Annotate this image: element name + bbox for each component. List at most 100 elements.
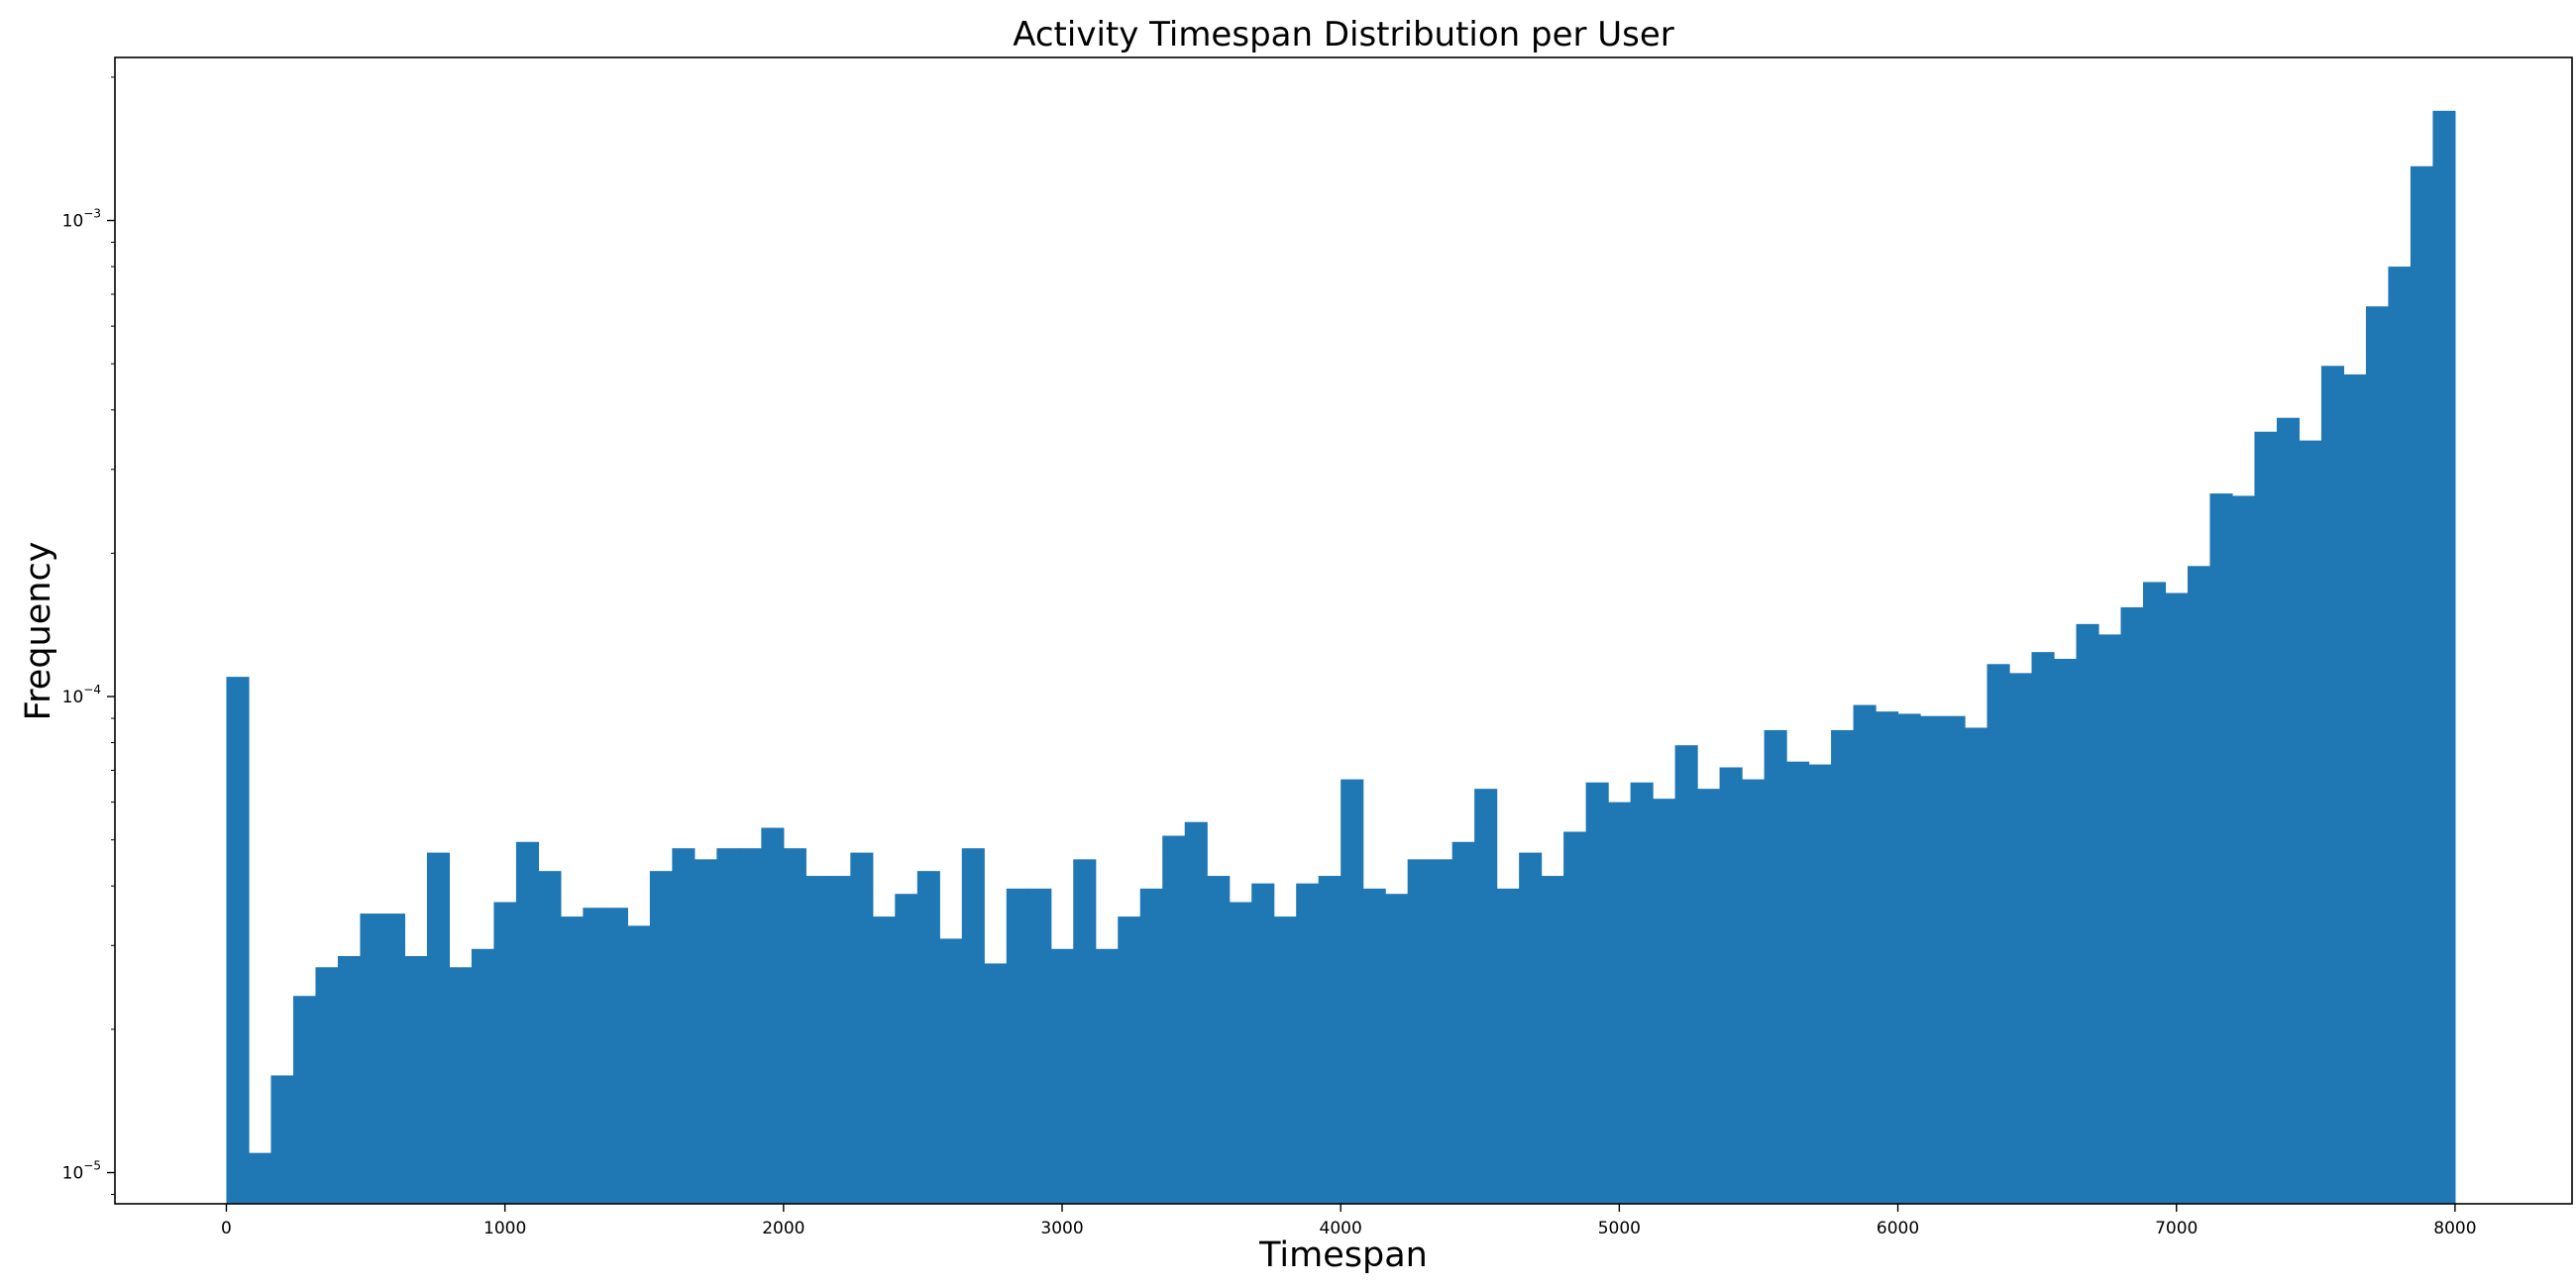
histogram-bar xyxy=(1719,767,1743,1204)
histogram-bar xyxy=(515,841,539,1204)
histogram-bar xyxy=(850,852,874,1204)
histogram-bar xyxy=(292,996,317,1204)
histogram-bar xyxy=(1986,664,2010,1204)
histogram-bar xyxy=(1831,729,1855,1204)
histogram-bar xyxy=(1608,802,1632,1204)
histogram-bar xyxy=(604,908,628,1204)
x-tick-label: 8000 xyxy=(2433,1219,2476,1238)
histogram-bar xyxy=(939,938,963,1204)
y-tick-label: 10−5 xyxy=(62,1159,101,1184)
histogram-bar xyxy=(2410,165,2434,1204)
histogram-bar xyxy=(961,848,985,1204)
histogram-bar xyxy=(2076,623,2099,1204)
histogram-bar xyxy=(381,913,406,1204)
histogram-bar xyxy=(1897,713,1921,1204)
histogram-bar xyxy=(1273,916,1297,1204)
histogram-bar xyxy=(2187,566,2211,1204)
histogram-bar xyxy=(2254,431,2278,1205)
histogram-bar xyxy=(583,908,606,1204)
histogram-bar xyxy=(2231,495,2256,1204)
histogram-bar xyxy=(738,848,762,1204)
x-tick-label: 5000 xyxy=(1598,1219,1641,1238)
histogram-bar xyxy=(1229,902,1252,1204)
histogram-bar xyxy=(2054,658,2078,1204)
x-tick-label: 6000 xyxy=(1877,1219,1919,1238)
histogram-bar xyxy=(1808,764,1832,1204)
histogram-bar xyxy=(360,913,383,1204)
histogram-bar xyxy=(1653,799,1676,1204)
histogram-bar xyxy=(916,871,940,1204)
histogram-bar xyxy=(1853,704,1877,1204)
histogram-bar xyxy=(1296,883,1320,1204)
histogram-bar xyxy=(493,902,517,1204)
x-axis: 0 1000 2000 3000 4000 5000 6000 7000 8000 xyxy=(221,1204,2477,1238)
histogram-bar xyxy=(694,859,717,1204)
histogram-bar xyxy=(1697,789,1721,1204)
histogram-bar xyxy=(805,876,829,1204)
histogram-bar xyxy=(827,876,851,1204)
x-tick-label: 7000 xyxy=(2155,1219,2198,1238)
histogram-bar xyxy=(1028,888,1052,1204)
histogram-bar xyxy=(2365,306,2390,1204)
histogram-bar xyxy=(471,948,494,1204)
histogram-bar xyxy=(337,955,362,1204)
histogram-bar xyxy=(761,827,785,1204)
x-tick-label: 0 xyxy=(221,1219,232,1238)
histogram-bar xyxy=(1073,859,1097,1204)
histogram-bar xyxy=(1563,831,1587,1204)
histogram-bar xyxy=(1474,789,1498,1204)
histogram-bar xyxy=(270,1075,294,1204)
histogram-bar xyxy=(2031,652,2055,1204)
histogram-bar xyxy=(226,677,250,1204)
histogram-bar xyxy=(560,916,584,1204)
histogram-bar xyxy=(1674,745,1698,1204)
histogram-bar xyxy=(449,967,473,1204)
histogram-bar xyxy=(1920,715,1944,1204)
histogram-bar xyxy=(538,871,562,1204)
histogram-bar xyxy=(716,848,740,1204)
histogram-bar xyxy=(1541,876,1564,1204)
histogram-bar xyxy=(2009,673,2033,1204)
plot-frame xyxy=(114,56,2573,1205)
histogram-bar xyxy=(2299,440,2322,1204)
y-tick-label: 10−4 xyxy=(62,683,101,707)
histogram-bar xyxy=(1965,727,1988,1204)
histogram-bar xyxy=(895,894,918,1204)
histogram-bar xyxy=(1786,761,1810,1204)
histogram-bar xyxy=(672,848,696,1204)
histogram-bar xyxy=(248,1152,272,1204)
histogram-bar xyxy=(1764,729,1787,1204)
histogram-bar xyxy=(2165,592,2189,1204)
histogram-bar xyxy=(627,925,651,1204)
histogram-bar xyxy=(872,916,896,1204)
histogram-bar xyxy=(2388,267,2412,1205)
histogram-bar xyxy=(1006,888,1029,1204)
histogram-bar xyxy=(1139,888,1163,1204)
histogram-bar xyxy=(1407,859,1431,1204)
histogram-bar xyxy=(1362,888,1386,1204)
x-tick-label: 2000 xyxy=(762,1219,805,1238)
x-tick-label: 4000 xyxy=(1320,1219,1362,1238)
y-axis-label: Frequency xyxy=(19,542,58,721)
histogram-bar xyxy=(1451,841,1475,1204)
histogram-bar xyxy=(1742,779,1766,1204)
histogram-bar xyxy=(404,955,428,1204)
histogram-bar xyxy=(1496,888,1520,1204)
histogram-bar xyxy=(2276,417,2301,1205)
histogram-bar xyxy=(1318,876,1342,1204)
chart-title: Activity Timespan Distribution per User xyxy=(1013,15,1674,54)
histogram-bar xyxy=(649,871,673,1204)
x-axis-label: Timespan xyxy=(1258,1235,1428,1275)
histogram-bar xyxy=(2320,366,2345,1204)
histogram-bar xyxy=(1184,821,1208,1204)
histogram-bar xyxy=(426,852,451,1204)
histogram-bar xyxy=(2120,606,2144,1204)
histogram-bar xyxy=(1341,779,1364,1204)
histogram-bar xyxy=(1385,894,1409,1204)
histogram-bar xyxy=(1251,883,1275,1204)
histogram-bar xyxy=(315,967,339,1204)
histogram-bar xyxy=(2142,582,2167,1204)
histogram-bar xyxy=(2343,374,2367,1204)
